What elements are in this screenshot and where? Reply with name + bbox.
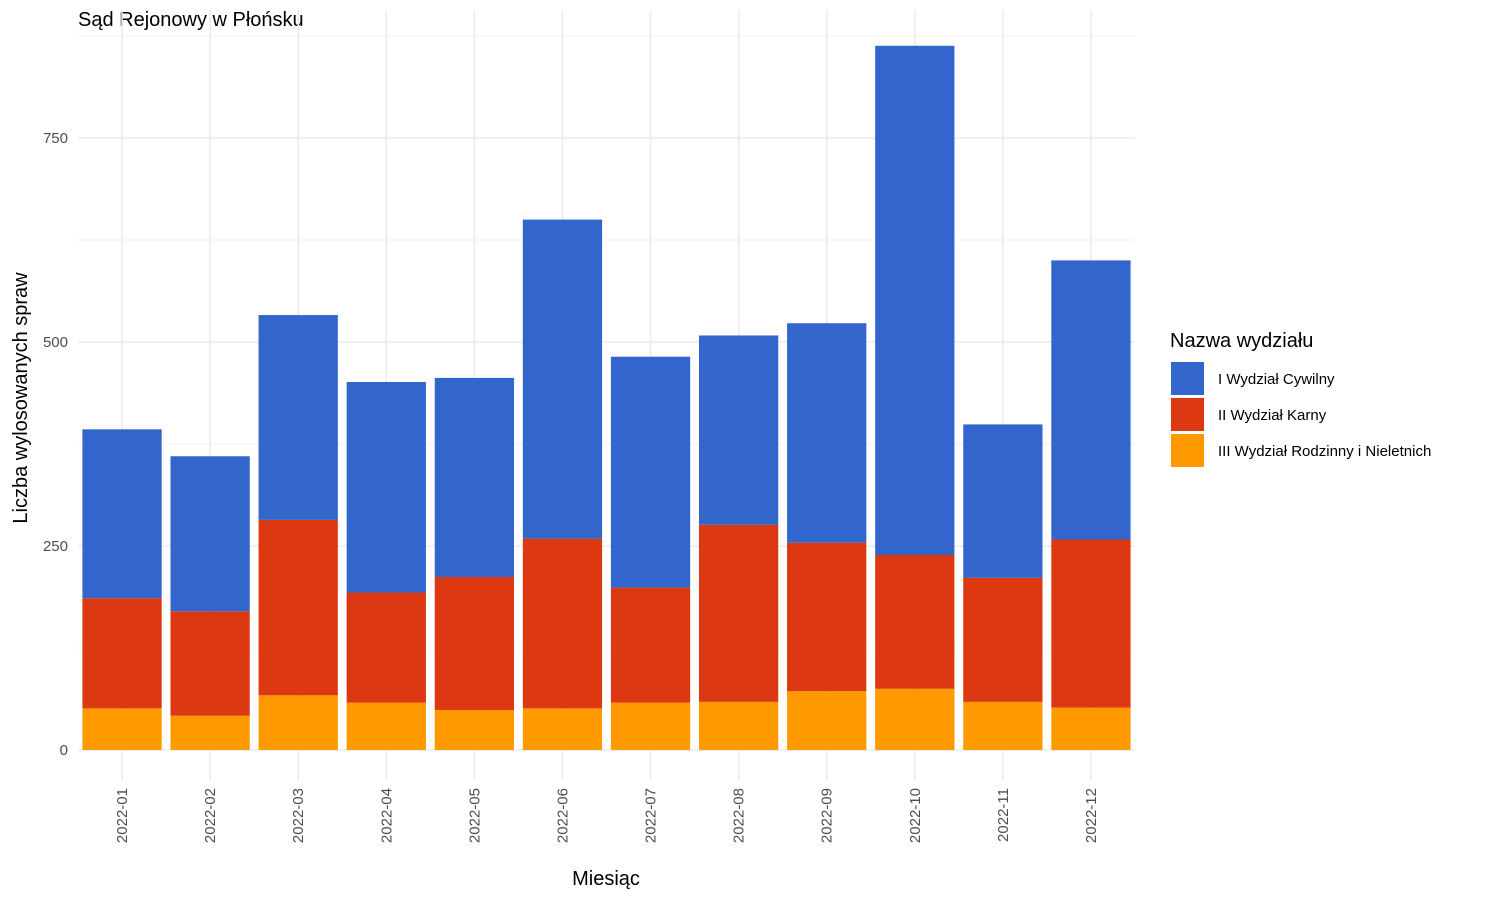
bar-segment [875,45,955,555]
bar-segment [170,715,250,750]
bar-segment [787,691,867,750]
bar-segment [698,524,779,702]
x-tick-label: 2022-10 [907,788,924,843]
bars [82,45,1131,750]
x-tick-label: 2022-08 [731,788,748,843]
legend-label: III Wydział Rodzinny i Nieletnich [1218,443,1431,460]
y-axis-title: Liczba wylosowanych spraw [10,272,32,524]
x-tick-label: 2022-05 [466,788,483,843]
bar-segment [1051,260,1131,540]
bar-segment [258,315,338,520]
bar-segment [170,611,250,716]
x-tick-label: 2022-04 [378,788,395,843]
x-tick-label: 2022-11 [995,788,1012,842]
bar-segment [1051,707,1131,750]
legend-swatch [1171,434,1204,467]
bar-segment [434,577,515,711]
x-tick-label: 2022-07 [643,788,660,843]
bar-segment [82,708,162,750]
bar-segment [346,592,426,703]
bar-segment [875,688,955,750]
bar-segment [434,710,515,750]
x-tick-label: 2022-03 [290,788,307,843]
bar-segment [522,708,603,750]
bar-segment [963,701,1043,750]
bar-segment [963,577,1043,702]
chart-title: Sąd Rejonowy w Płońsku [78,9,304,31]
bar-segment [434,377,515,578]
bar-segment [258,695,338,750]
bar-segment [258,519,338,696]
bar-segment [698,701,779,750]
x-tick-label: 2022-01 [114,788,131,843]
legend: Nazwa wydziału I Wydział Cywilny II Wydzi… [1170,330,1431,467]
y-tick-label: 0 [60,742,68,759]
bar-segment [787,542,867,692]
bar-segment [522,538,603,709]
x-tick-label: 2022-06 [554,788,571,843]
bar-segment [82,429,162,599]
y-tick-label: 500 [43,334,68,351]
y-axis-ticks: 0 250 500 750 [43,130,68,759]
bar-segment [610,356,691,588]
x-axis-ticks: 2022-01 2022-02 2022-03 2022-04 2022-05 2022-… [114,788,1100,843]
bar-segment [787,323,867,543]
bar-segment [170,456,250,612]
x-tick-label: 2022-02 [202,788,219,843]
bar-segment [610,702,691,750]
bar-segment [1051,539,1131,708]
bar-segment [522,219,603,539]
x-axis-title: Miesiąc [572,868,640,890]
y-tick-label: 750 [43,130,68,147]
bar-segment [963,424,1043,578]
x-tick-label: 2022-09 [819,788,836,843]
legend-label: I Wydział Cywilny [1218,371,1335,388]
bar-segment [610,587,691,703]
legend-label: II Wydział Karny [1218,407,1327,424]
bar-segment [875,554,955,689]
bar-segment [346,381,426,593]
bar-segment [698,335,779,525]
legend-title: Nazwa wydziału [1170,330,1313,352]
bar-segment [346,702,426,750]
y-tick-label: 250 [43,538,68,555]
legend-swatch [1171,398,1204,431]
bar-segment [82,598,162,709]
legend-swatch [1171,362,1204,395]
x-tick-label: 2022-12 [1083,788,1100,843]
